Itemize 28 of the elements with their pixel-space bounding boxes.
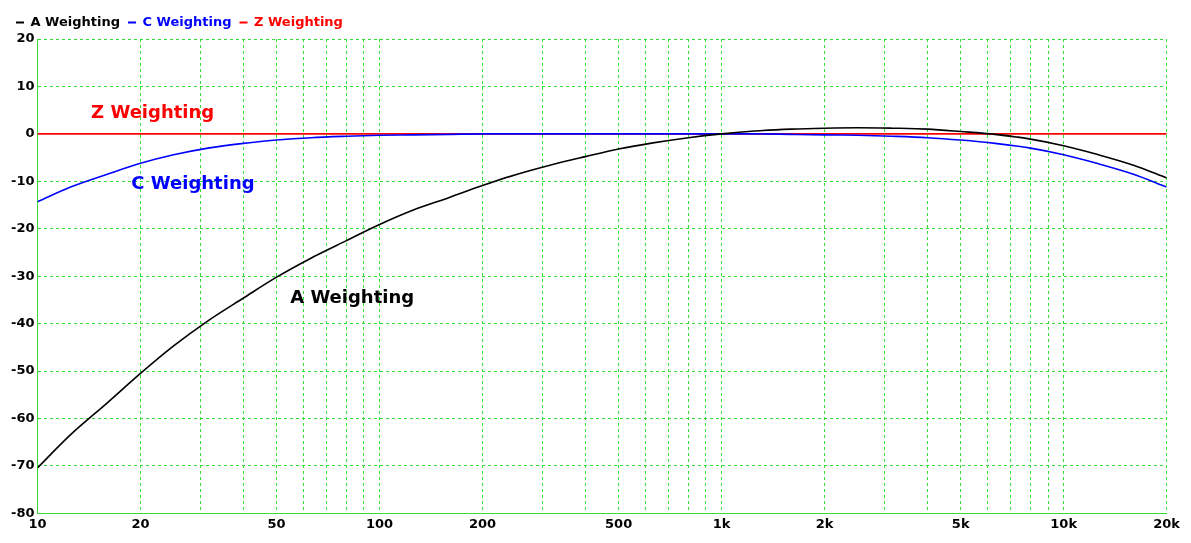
y-tick-label: -70 <box>10 457 35 473</box>
x-tick-label: 20k <box>1153 515 1181 531</box>
line-series <box>37 133 1167 203</box>
legend-label: Z Weighting <box>254 13 343 29</box>
text: C Weighting <box>131 171 255 193</box>
x-tick-label: 200 <box>468 515 497 531</box>
legend-label: A Weighting <box>30 13 121 29</box>
x-tick-label: 20 <box>131 515 150 531</box>
y-tick-label: -50 <box>10 362 35 378</box>
x-tick-label: 500 <box>605 515 633 531</box>
y-tick-label: 10 <box>16 77 35 93</box>
x-tick-label: 5k <box>951 515 970 531</box>
legend-label: C Weighting <box>142 13 232 29</box>
y-tick-label: 20 <box>16 30 35 46</box>
y-tick-label: -30 <box>10 267 35 283</box>
x-tick-label: 50 <box>267 515 286 531</box>
text: Z Weighting <box>91 100 215 122</box>
y-tick-label: -20 <box>10 220 35 236</box>
x-tick-label: 1k <box>712 515 731 531</box>
x-tick-label: 2k <box>815 515 834 531</box>
line-series <box>37 126 1167 469</box>
y-tick-label: -10 <box>10 172 35 188</box>
y-tick-label: -40 <box>10 315 35 331</box>
text: A Weighting <box>290 286 415 308</box>
y-tick-label: -60 <box>10 409 35 425</box>
x-tick-label: 100 <box>365 515 394 531</box>
x-tick-label: 10k <box>1050 515 1078 531</box>
y-tick-label: 0 <box>25 125 35 141</box>
